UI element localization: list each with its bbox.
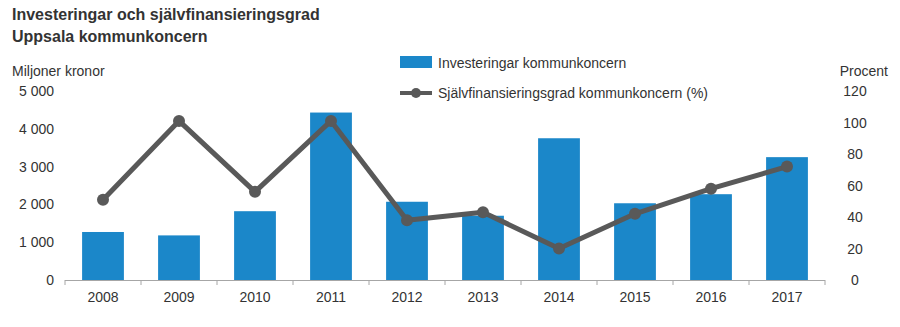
chart: Investeringar och självfinansieringsgrad… xyxy=(0,0,900,327)
x-tick-label: 2016 xyxy=(695,289,726,305)
y-tick-label: 4 000 xyxy=(19,121,54,137)
bar xyxy=(82,232,124,280)
marker xyxy=(97,194,109,206)
y-tick-label: 5 000 xyxy=(19,83,54,99)
line xyxy=(103,121,787,249)
bar xyxy=(690,194,732,280)
bar xyxy=(614,203,656,280)
legend-label: Investeringar kommunkoncern xyxy=(438,55,626,71)
marker xyxy=(781,161,793,173)
x-tick xyxy=(673,280,674,285)
bar xyxy=(386,202,428,280)
x-tick xyxy=(217,280,218,285)
y-axis-label: Miljoner kronor xyxy=(12,63,105,79)
y2-tick-label: 80 xyxy=(847,146,863,162)
legend-label: Självfinansieringsgrad kommunkoncern (%) xyxy=(438,85,708,101)
marker xyxy=(705,183,717,195)
marker xyxy=(629,208,641,220)
y2-tick-label: 120 xyxy=(843,83,867,99)
marker xyxy=(249,186,261,198)
marker xyxy=(325,115,337,127)
x-tick xyxy=(141,280,142,285)
y-tick-label: 1 000 xyxy=(19,234,54,250)
x-tick-label: 2009 xyxy=(163,289,194,305)
x-tick xyxy=(445,280,446,285)
bar xyxy=(158,235,200,280)
bar xyxy=(538,138,580,280)
marker xyxy=(401,214,413,226)
x-tick xyxy=(521,280,522,285)
marker xyxy=(477,206,489,218)
x-tick xyxy=(293,280,294,285)
y2-tick-label: 100 xyxy=(843,115,867,131)
bar xyxy=(462,216,504,280)
subtitle: Uppsala kommunkoncern xyxy=(12,28,208,45)
x-tick-label: 2013 xyxy=(467,289,498,305)
x-tick-label: 2015 xyxy=(619,289,650,305)
x-tick xyxy=(597,280,598,285)
marker xyxy=(173,115,185,127)
legend-marker xyxy=(411,88,421,98)
bar xyxy=(234,211,276,280)
y2-tick-label: 60 xyxy=(847,178,863,194)
x-tick-label: 2008 xyxy=(87,289,118,305)
y-tick-label: 0 xyxy=(46,272,54,288)
marker xyxy=(553,243,565,255)
x-tick-label: 2014 xyxy=(543,289,574,305)
y-tick-label: 2 000 xyxy=(19,196,54,212)
y-tick-label: 3 000 xyxy=(19,159,54,175)
y2-tick-label: 0 xyxy=(851,272,859,288)
y2-axis-label: Procent xyxy=(840,63,888,79)
title: Investeringar och självfinansieringsgrad xyxy=(12,6,320,23)
x-tick-label: 2011 xyxy=(316,289,346,305)
y2-tick-label: 40 xyxy=(847,209,863,225)
legend-swatch xyxy=(400,56,432,68)
x-tick-label: 2012 xyxy=(391,289,422,305)
x-tick xyxy=(749,280,750,285)
y2-tick-label: 20 xyxy=(847,241,863,257)
bar xyxy=(766,157,808,280)
x-tick-label: 2010 xyxy=(239,289,270,305)
x-tick-label: 2017 xyxy=(771,289,802,305)
x-tick xyxy=(369,280,370,285)
plot-area xyxy=(82,113,808,280)
x-tick xyxy=(65,280,66,285)
x-tick xyxy=(825,280,826,285)
